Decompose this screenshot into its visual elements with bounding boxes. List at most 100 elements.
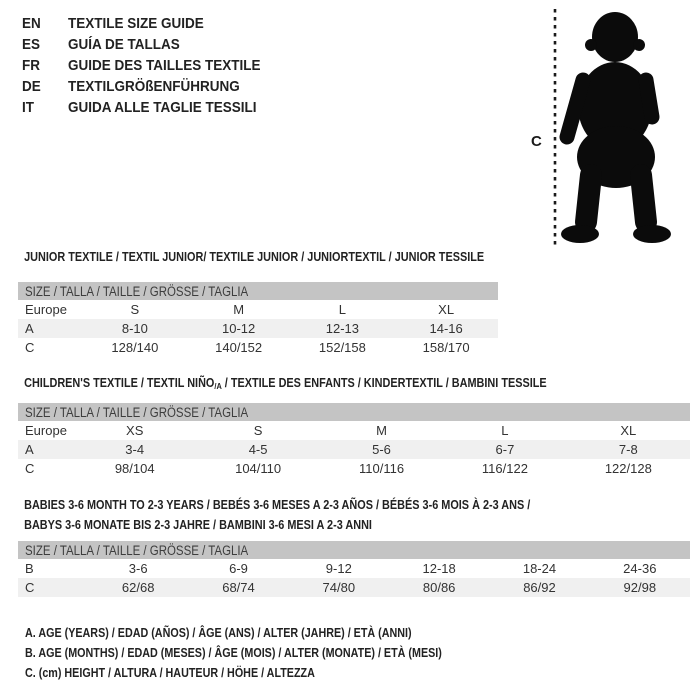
junior-textile-section: JUNIOR TEXTILE / TEXTIL JUNIOR/ TEXTILE … xyxy=(18,249,498,355)
section-title-text: / TEXTILE DES ENFANTS / KINDERTEXTIL / B… xyxy=(221,376,547,390)
size-header-label: SIZE / TALLA / TAILLE / GRÖSSE / TAGLIA xyxy=(25,542,249,558)
language-row-es: ES GUÍA DE TALLAS xyxy=(22,34,282,55)
cell: 116/122 xyxy=(481,461,528,476)
section-title-children: CHILDREN'S TEXTILE / TEXTIL NIÑO/A / TEX… xyxy=(18,375,603,394)
row-label: A xyxy=(25,321,34,336)
language-title: TEXTILE SIZE GUIDE xyxy=(68,15,204,32)
language-code: DE xyxy=(22,78,41,95)
language-row-fr: FR GUIDE DES TAILLES TEXTILE xyxy=(22,55,282,76)
row-label: B xyxy=(25,561,34,576)
height-marker-label: C xyxy=(531,133,542,150)
row-label: C xyxy=(25,340,35,355)
table-row: C 128/140 140/152 152/158 158/170 xyxy=(18,338,498,357)
cell: S xyxy=(130,302,140,317)
toddler-silhouette-svg: C xyxy=(531,9,671,245)
language-row-en: EN TEXTILE SIZE GUIDE xyxy=(22,13,282,34)
junior-size-table: SIZE / TALLA / TAILLE / GRÖSSE / TAGLIA … xyxy=(18,282,498,357)
section-title-line1: BABIES 3-6 MONTH TO 2-3 YEARS / BEBÉS 3-… xyxy=(24,498,531,512)
cell: 104/110 xyxy=(235,461,282,476)
babies-size-table: SIZE / TALLA / TAILLE / GRÖSSE / TAGLIA … xyxy=(18,541,690,597)
row-label: C xyxy=(25,461,35,476)
cell: 122/128 xyxy=(604,461,652,476)
section-title-babies: BABIES 3-6 MONTH TO 2-3 YEARS / BEBÉS 3-… xyxy=(18,495,603,535)
table-row: A 8-10 10-12 12-13 14-16 xyxy=(18,319,498,338)
section-title-line2: BABYS 3-6 MONATE BIS 2-3 JAHRE / BAMBINI… xyxy=(24,518,372,532)
cell: 6-9 xyxy=(229,561,248,576)
cell: 3-6 xyxy=(128,561,148,576)
cell: 14-16 xyxy=(429,321,463,336)
children-size-table: SIZE / TALLA / TAILLE / GRÖSSE / TAGLIA … xyxy=(18,403,690,478)
cell: 12-18 xyxy=(422,561,456,576)
cell: 62/68 xyxy=(121,580,155,595)
toddler-figure: C xyxy=(520,0,700,252)
cell: 152/158 xyxy=(318,340,366,355)
cell: 74/80 xyxy=(322,580,356,595)
note-age-months: B. AGE (MONTHS) / EDAD (MESES) / ÂGE (MO… xyxy=(25,646,442,660)
language-title: GUÍA DE TALLAS xyxy=(68,36,180,53)
size-header-bar: SIZE / TALLA / TAILLE / GRÖSSE / TAGLIA xyxy=(18,403,690,421)
cell: M xyxy=(376,423,387,438)
cell: 10-12 xyxy=(222,321,256,336)
cell: 68/74 xyxy=(222,580,255,595)
cell: L xyxy=(338,302,346,317)
cell: XL xyxy=(620,423,637,438)
cell: 98/104 xyxy=(114,461,155,476)
cell: 24-36 xyxy=(623,561,657,576)
cell: 6-7 xyxy=(495,442,515,457)
section-title-text: JUNIOR TEXTILE / TEXTIL JUNIOR/ TEXTILE … xyxy=(24,250,485,264)
cell: M xyxy=(233,302,245,317)
cell: 9-12 xyxy=(325,561,352,576)
cell: 92/98 xyxy=(623,580,657,595)
cell: 158/170 xyxy=(422,340,470,355)
size-header-bar: SIZE / TALLA / TAILLE / GRÖSSE / TAGLIA xyxy=(18,282,498,300)
table-row: A 3-4 4-5 5-6 6-7 7-8 xyxy=(18,440,690,459)
row-label: Europe xyxy=(25,302,67,317)
note-age-years: A. AGE (YEARS) / EDAD (AÑOS) / ÂGE (ANS)… xyxy=(25,626,412,640)
language-title: GUIDA ALLE TAGLIE TESSILI xyxy=(68,99,257,116)
cell: XL xyxy=(438,302,455,317)
cell: 110/116 xyxy=(358,461,405,476)
childrens-textile-section: CHILDREN'S TEXTILE / TEXTIL NIÑO/A / TEX… xyxy=(18,375,690,476)
language-title: GUIDE DES TAILLES TEXTILE xyxy=(68,57,261,74)
table-row: B 3-6 6-9 9-12 12-18 18-24 24-36 xyxy=(18,559,690,578)
language-code: FR xyxy=(22,57,40,74)
row-label: Europe xyxy=(25,423,67,438)
cell: 4-5 xyxy=(248,442,268,457)
language-row-de: DE TEXTILGRÖßENFÜHRUNG xyxy=(22,76,282,97)
language-code: IT xyxy=(22,99,35,116)
section-title-subscript: /A xyxy=(214,381,222,391)
size-header-label: SIZE / TALLA / TAILLE / GRÖSSE / TAGLIA xyxy=(25,283,249,299)
cell: 12-13 xyxy=(325,321,359,336)
language-title-block: EN TEXTILE SIZE GUIDE ES GUÍA DE TALLAS … xyxy=(22,13,282,118)
cell: S xyxy=(253,423,263,438)
note-height-cm: C. (cm) HEIGHT / ALTURA / HAUTEUR / HÖHE… xyxy=(25,666,315,680)
cell: 3-4 xyxy=(125,442,145,457)
legend-notes: A. AGE (YEARS) / EDAD (AÑOS) / ÂGE (ANS)… xyxy=(25,623,510,683)
cell: L xyxy=(501,423,509,438)
cell: 18-24 xyxy=(522,561,557,576)
row-label: A xyxy=(25,442,34,457)
cell: 5-6 xyxy=(372,442,391,457)
row-label: C xyxy=(25,580,35,595)
toddler-silhouette xyxy=(559,12,671,243)
section-title-text: CHILDREN'S TEXTILE / TEXTIL NIÑO xyxy=(24,376,215,390)
table-row: Europe XS S M L XL xyxy=(18,421,690,440)
language-row-it: IT GUIDA ALLE TAGLIE TESSILI xyxy=(22,97,282,118)
cell: 7-8 xyxy=(618,442,638,457)
language-title: TEXTILGRÖßENFÜHRUNG xyxy=(68,78,240,95)
section-title-junior: JUNIOR TEXTILE / TEXTIL JUNIOR/ TEXTILE … xyxy=(18,249,484,265)
cell: 86/92 xyxy=(523,580,556,595)
size-header-bar: SIZE / TALLA / TAILLE / GRÖSSE / TAGLIA xyxy=(18,541,690,559)
table-row: C 98/104 104/110 110/116 116/122 122/128 xyxy=(18,459,690,478)
cell: 128/140 xyxy=(111,340,159,355)
cell: 8-10 xyxy=(121,321,148,336)
table-row: C 62/68 68/74 74/80 80/86 86/92 92/98 xyxy=(18,578,690,597)
language-code: EN xyxy=(22,15,41,32)
cell: XS xyxy=(126,423,144,438)
language-code: ES xyxy=(22,36,41,53)
cell: 140/152 xyxy=(215,340,263,355)
cell: 80/86 xyxy=(422,580,456,595)
babies-textile-section: BABIES 3-6 MONTH TO 2-3 YEARS / BEBÉS 3-… xyxy=(18,495,690,597)
size-header-label: SIZE / TALLA / TAILLE / GRÖSSE / TAGLIA xyxy=(25,404,249,420)
